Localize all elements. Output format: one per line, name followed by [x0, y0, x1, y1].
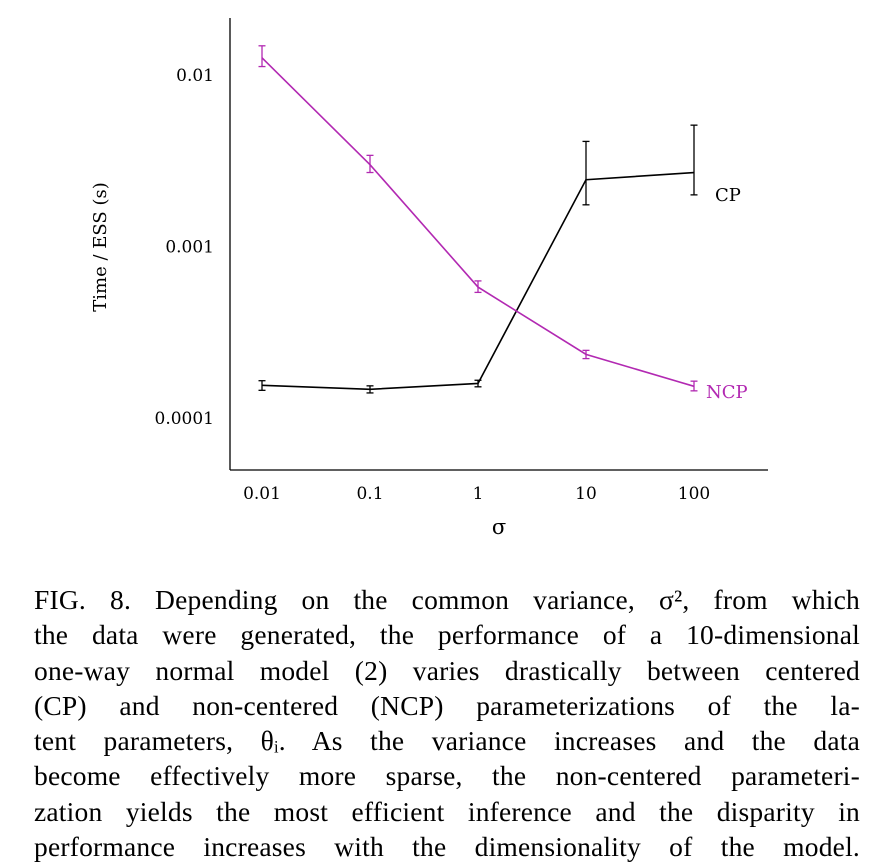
- error-bar: [474, 379, 482, 388]
- axes: [229, 18, 768, 471]
- chart: 0.01 0.1 1 10 100 0.01 0.001 0.0001 CP NCP Time…: [90, 18, 768, 539]
- caption-line: (CP) and non-centered (NCP) parameteriza…: [34, 689, 860, 721]
- series-label: NCP: [706, 382, 748, 403]
- error-bar: [690, 380, 698, 392]
- x-tick-label: 0.01: [243, 484, 281, 504]
- figure-caption: FIG. 8. Depending on the common variance…: [34, 582, 860, 864]
- y-ticks: 0.01 0.001 0.0001: [155, 66, 214, 429]
- caption-line: zation yields the most efficient inferen…: [34, 795, 860, 827]
- x-tick-label: 1: [473, 484, 484, 504]
- error-bar: [258, 45, 266, 68]
- error-bar: [582, 349, 590, 360]
- error-bar: [366, 154, 374, 174]
- caption-line: FIG. 8. Depending on the common variance…: [34, 584, 860, 615]
- caption-line: tent parameters, θᵢ. As the variance inc…: [34, 725, 860, 757]
- y-tick-label: 0.001: [165, 238, 214, 258]
- y-tick-label: 0.0001: [155, 409, 214, 429]
- series: CP NCP: [258, 45, 748, 403]
- x-ticks: 0.01 0.1 1 10 100: [243, 484, 710, 504]
- series-line: [261, 57, 695, 388]
- y-tick-label: 0.01: [176, 66, 214, 86]
- error-bar: [690, 124, 698, 196]
- x-axis-label: σ: [492, 515, 506, 539]
- x-tick-label: 10: [575, 484, 597, 504]
- series-cp: CP: [258, 124, 741, 394]
- x-tick-label: 100: [678, 484, 710, 504]
- caption-line: one-way normal model (2) varies drastica…: [34, 654, 860, 686]
- caption-line: the data were generated, the performance…: [34, 619, 860, 651]
- caption-line: become effectively more sparse, the non-…: [34, 760, 860, 792]
- error-bar: [582, 140, 590, 206]
- error-bar: [474, 280, 482, 294]
- x-tick-label: 0.1: [356, 484, 383, 504]
- series-label: CP: [715, 185, 741, 206]
- y-axis-label: Time / ESS (s): [90, 182, 111, 311]
- error-bar: [366, 385, 374, 394]
- series-ncp: NCP: [258, 45, 748, 403]
- caption-line: performance increases with the dimension…: [34, 831, 860, 863]
- error-bar: [258, 380, 266, 391]
